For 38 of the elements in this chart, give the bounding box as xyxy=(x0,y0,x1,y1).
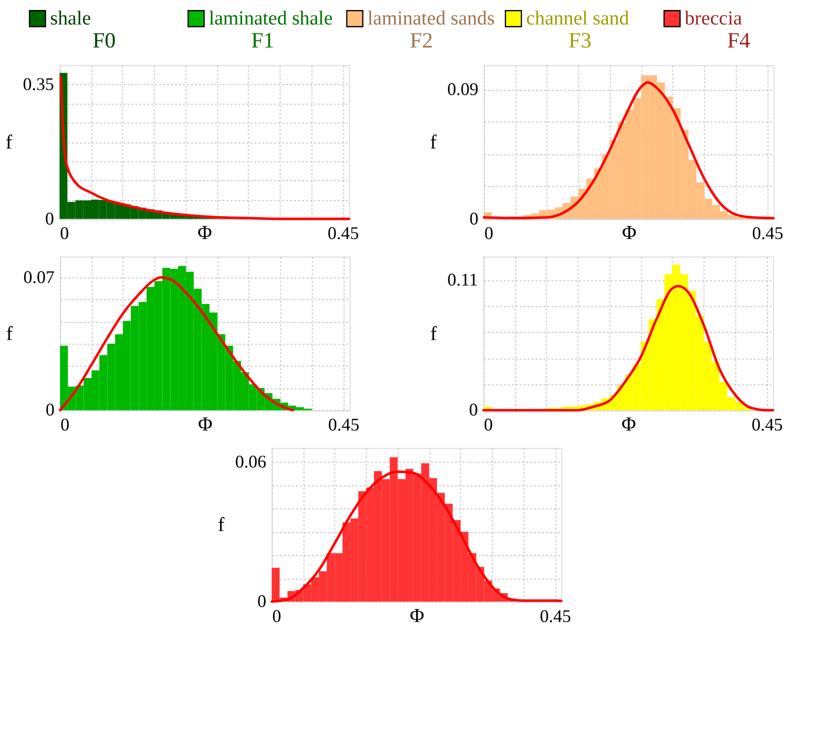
x-tick-label: 0.45 xyxy=(328,414,360,435)
x-tick-label: 0.45 xyxy=(328,223,359,244)
x-tick-label: 0.45 xyxy=(540,606,572,626)
x-tick-label: 0 xyxy=(484,414,493,435)
x-axis-title: Φ xyxy=(410,604,424,627)
y-tick-label: 0.07 xyxy=(23,266,55,287)
legend-label: shale xyxy=(50,8,92,30)
x-axis-title: Φ xyxy=(198,222,212,244)
x-tick-label: 0 xyxy=(60,414,70,435)
x-tick-label: 0 xyxy=(484,223,494,244)
y-tick-label: 0 xyxy=(469,400,478,420)
y-tick-label: 0.35 xyxy=(22,74,54,94)
legend-label: channel sand xyxy=(526,8,630,30)
x-axis-title: Φ xyxy=(198,414,213,436)
y-tick-label: 0.06 xyxy=(235,451,266,472)
x-tick-label: 0.45 xyxy=(752,223,784,244)
y-tick-label: 0 xyxy=(45,208,54,228)
legend-label: laminated shale xyxy=(208,8,333,30)
text: F4 xyxy=(727,28,750,52)
text: F1 xyxy=(251,28,274,52)
y-axis-title: f xyxy=(6,131,13,154)
y-axis-title: f xyxy=(430,322,438,345)
text: F3 xyxy=(568,28,592,52)
y-tick-label: 0 xyxy=(46,400,55,420)
y-axis-title: f xyxy=(218,514,225,536)
x-tick-label: 0.45 xyxy=(752,414,783,435)
x-axis-title: Φ xyxy=(621,414,636,436)
y-tick-label: 0.09 xyxy=(447,79,479,100)
y-axis-title: f xyxy=(6,322,14,345)
x-tick-label: 0 xyxy=(60,223,70,244)
text: F2 xyxy=(410,28,433,52)
text: F0 xyxy=(92,28,116,52)
y-tick-label: 0 xyxy=(470,208,479,228)
y-tick-label: 0.11 xyxy=(447,270,478,290)
legend-label: laminated sands xyxy=(367,8,495,30)
legend-label: breccia xyxy=(684,8,742,30)
x-axis-title: Φ xyxy=(622,222,636,244)
y-axis-title: f xyxy=(430,131,438,154)
